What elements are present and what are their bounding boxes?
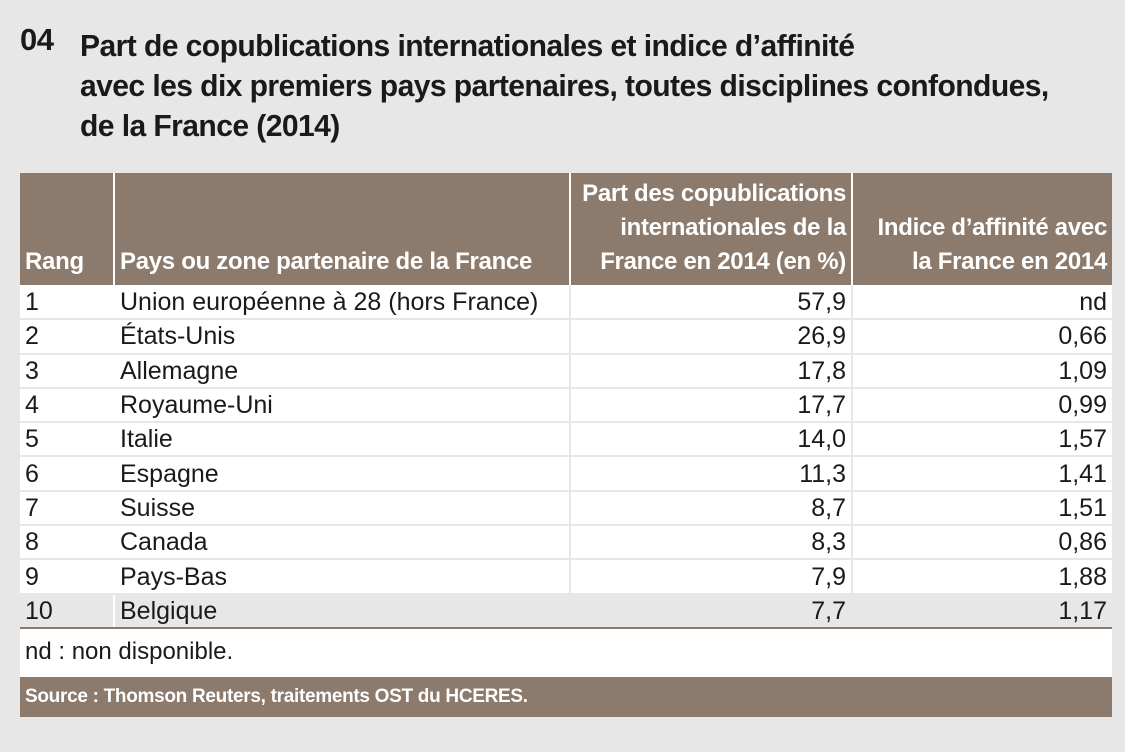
- cell-rank: 10: [20, 593, 115, 629]
- title-line-2: avec les dix premiers pays partenaires, …: [80, 68, 1049, 103]
- header-share: Part des copublications internationales …: [570, 173, 853, 285]
- cell-share: 26,9: [570, 319, 853, 355]
- cell-rank: 2: [20, 319, 115, 355]
- cell-rank: 6: [20, 456, 115, 492]
- cell-rank: 9: [20, 559, 115, 595]
- table-row: 5 Italie 14,0 1,57: [20, 422, 1112, 458]
- table-row: 10 Belgique 7,7 1,17: [20, 593, 1112, 629]
- cell-affinity: 1,51: [852, 490, 1112, 527]
- title-line-1: Part de copublications internationales e…: [80, 28, 855, 63]
- table-row: 8 Canada 8,3 0,86: [20, 525, 1112, 561]
- table-row: 7 Suisse 8,7 1,51: [20, 490, 1112, 527]
- table-note: nd : non disponible.: [20, 628, 1112, 677]
- title-text: Part de copublications internationales e…: [80, 22, 1089, 149]
- cell-rank: 8: [20, 525, 115, 561]
- table-row: 2 États-Unis 26,9 0,66: [20, 319, 1112, 355]
- table-row: 3 Allemagne 17,8 1,09: [20, 353, 1112, 389]
- table-row: 6 Espagne 11,3 1,41: [20, 456, 1112, 492]
- cell-rank: 5: [20, 422, 115, 458]
- title-line-3: de la France (2014): [80, 108, 340, 143]
- cell-country: Espagne: [114, 456, 571, 492]
- cell-share: 14,0: [570, 422, 853, 458]
- cell-affinity: 0,86: [852, 525, 1112, 561]
- cell-share: 17,7: [570, 387, 853, 424]
- cell-affinity: 1,17: [852, 593, 1112, 629]
- cell-share: 8,7: [570, 490, 853, 527]
- table-header-row: Rang Pays ou zone partenaire de la Franc…: [20, 173, 1112, 285]
- cell-rank: 7: [20, 490, 115, 527]
- cell-share: 7,7: [570, 593, 853, 629]
- cell-country: États-Unis: [114, 319, 571, 355]
- cell-affinity: 1,57: [852, 422, 1112, 458]
- table-row: 9 Pays-Bas 7,9 1,88: [20, 559, 1112, 595]
- data-table-container: Rang Pays ou zone partenaire de la Franc…: [20, 173, 1112, 717]
- cell-country: Suisse: [114, 490, 571, 527]
- header-affinity: Indice d’affinité avec la France en 2014: [852, 173, 1112, 285]
- cell-country: Canada: [114, 525, 571, 561]
- table-row: 4 Royaume-Uni 17,7 0,99: [20, 387, 1112, 424]
- data-table: Rang Pays ou zone partenaire de la Franc…: [20, 173, 1112, 629]
- cell-affinity: nd: [852, 285, 1112, 321]
- cell-affinity: 0,66: [852, 319, 1112, 355]
- cell-country: Allemagne: [114, 353, 571, 389]
- cell-country: Italie: [114, 422, 571, 458]
- cell-rank: 1: [20, 285, 115, 321]
- cell-rank: 4: [20, 387, 115, 424]
- cell-share: 11,3: [570, 456, 853, 492]
- cell-share: 17,8: [570, 353, 853, 389]
- cell-country: Union européenne à 28 (hors France): [114, 285, 571, 321]
- header-rank: Rang: [20, 173, 115, 285]
- cell-share: 7,9: [570, 559, 853, 595]
- table-number: 04: [20, 22, 54, 57]
- cell-share: 57,9: [570, 285, 853, 321]
- cell-affinity: 1,88: [852, 559, 1112, 595]
- cell-country: Belgique: [114, 593, 571, 629]
- cell-country: Royaume-Uni: [114, 387, 571, 424]
- cell-share: 8,3: [570, 525, 853, 561]
- cell-affinity: 1,09: [852, 353, 1112, 389]
- cell-rank: 3: [20, 353, 115, 389]
- header-country: Pays ou zone partenaire de la France: [114, 173, 571, 285]
- table-source: Source : Thomson Reuters, traitements OS…: [20, 676, 1112, 717]
- cell-affinity: 1,41: [852, 456, 1112, 492]
- cell-affinity: 0,99: [852, 387, 1112, 424]
- cell-country: Pays-Bas: [114, 559, 571, 595]
- table-row: 1 Union européenne à 28 (hors France) 57…: [20, 285, 1112, 321]
